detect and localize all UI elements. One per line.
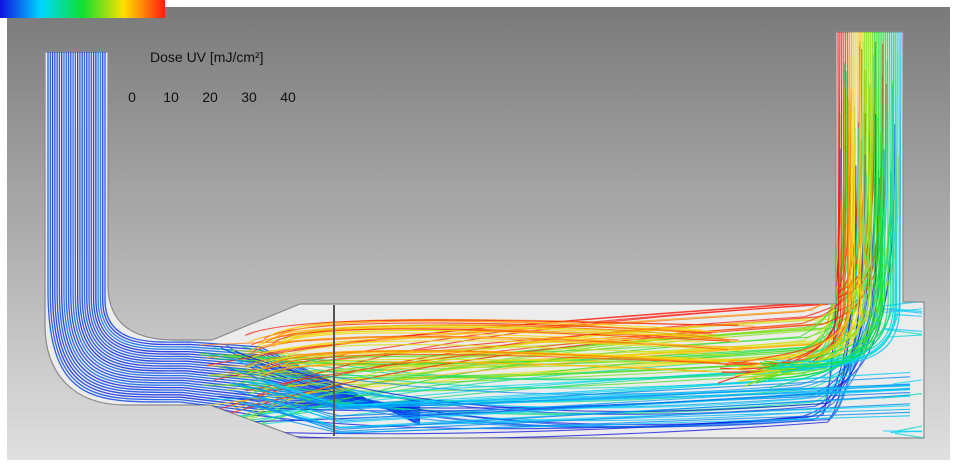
streamline-188 — [895, 314, 923, 317]
streamline-172 — [771, 32, 894, 369]
streamline-21 — [95, 52, 421, 422]
streamline-122 — [280, 325, 710, 343]
streamline-123 — [272, 332, 703, 348]
legend-tick-0: 0 — [128, 89, 136, 105]
streamline-23 — [99, 52, 421, 424]
streamline-134 — [262, 388, 911, 424]
streamline-12 — [74, 52, 421, 413]
streamline-13 — [76, 52, 421, 414]
streamline-156 — [740, 32, 862, 382]
streamline-14 — [79, 52, 421, 415]
legend-tick-10: 10 — [163, 89, 179, 105]
streamline-161 — [750, 32, 872, 372]
streamline-152 — [733, 32, 854, 370]
streamline-15 — [81, 52, 421, 416]
streamline-140 — [265, 384, 911, 421]
streamline-18 — [88, 52, 421, 419]
legend-colorbar — [0, 0, 165, 18]
streamline-178 — [883, 300, 923, 307]
streamline-142 — [239, 383, 911, 410]
streamline-6 — [61, 52, 421, 407]
streamline-190 — [883, 327, 923, 332]
streamline-17 — [86, 52, 421, 418]
streamline-103 — [246, 358, 711, 375]
streamline-1 — [49, 52, 421, 411]
streamline-7 — [63, 52, 421, 408]
streamline-146 — [721, 32, 843, 373]
streamline-167 — [761, 32, 883, 368]
streamline-181 — [893, 379, 923, 385]
streamline-108 — [282, 326, 729, 345]
streamline-180 — [888, 334, 923, 338]
streamlines — [47, 32, 923, 438]
streamline-87 — [242, 84, 894, 403]
streamline-3 — [54, 52, 421, 405]
streamline-187 — [889, 307, 923, 313]
streamline-25 — [104, 52, 421, 426]
streamline-0 — [47, 52, 421, 413]
streamline-116 — [247, 336, 753, 352]
streamline-145 — [719, 32, 841, 370]
streamline-118 — [274, 320, 716, 339]
streamline-4 — [56, 52, 421, 405]
streamline-20 — [92, 52, 421, 421]
streamline-186 — [894, 432, 923, 438]
legend-title: Dose UV [mJ/cm²] — [150, 49, 264, 65]
legend-tick-20: 20 — [202, 89, 218, 105]
streamline-117 — [263, 350, 726, 368]
streamline-137 — [235, 407, 911, 434]
streamline-135 — [248, 381, 911, 408]
streamline-121 — [244, 319, 739, 336]
streamline-57 — [236, 156, 900, 377]
streamline-185 — [885, 329, 923, 335]
streamline-160 — [748, 32, 870, 385]
streamline-141 — [264, 371, 911, 407]
streamline-124 — [259, 361, 733, 377]
streamline-182 — [881, 393, 923, 399]
streamline-183 — [883, 430, 923, 433]
streamline-125 — [284, 344, 735, 360]
streamline-189 — [896, 425, 923, 432]
streamline-5 — [58, 52, 421, 406]
streamline-8 — [65, 52, 421, 409]
streamline-9 — [67, 52, 421, 410]
streamline-16 — [83, 52, 421, 417]
streamline-2 — [51, 52, 421, 408]
streamline-10 — [70, 52, 421, 411]
streamline-139 — [252, 394, 911, 430]
streamline-11 — [72, 52, 421, 412]
streamline-164 — [755, 32, 878, 384]
streamline-84 — [250, 85, 846, 392]
streamline-22 — [97, 52, 421, 423]
streamline-31 — [258, 83, 887, 370]
streamline-150 — [729, 32, 851, 362]
streamline-112 — [280, 336, 726, 356]
streamline-119 — [267, 353, 754, 370]
streamline-100 — [252, 340, 743, 358]
legend-tick-30: 30 — [241, 89, 257, 105]
streamline-132 — [251, 387, 911, 422]
streamline-191 — [884, 308, 923, 314]
streamline-143 — [258, 403, 911, 432]
streamline-24 — [102, 52, 421, 425]
streamline-19 — [90, 52, 421, 420]
streamline-176 — [779, 32, 900, 369]
legend-tick-40: 40 — [280, 89, 296, 105]
